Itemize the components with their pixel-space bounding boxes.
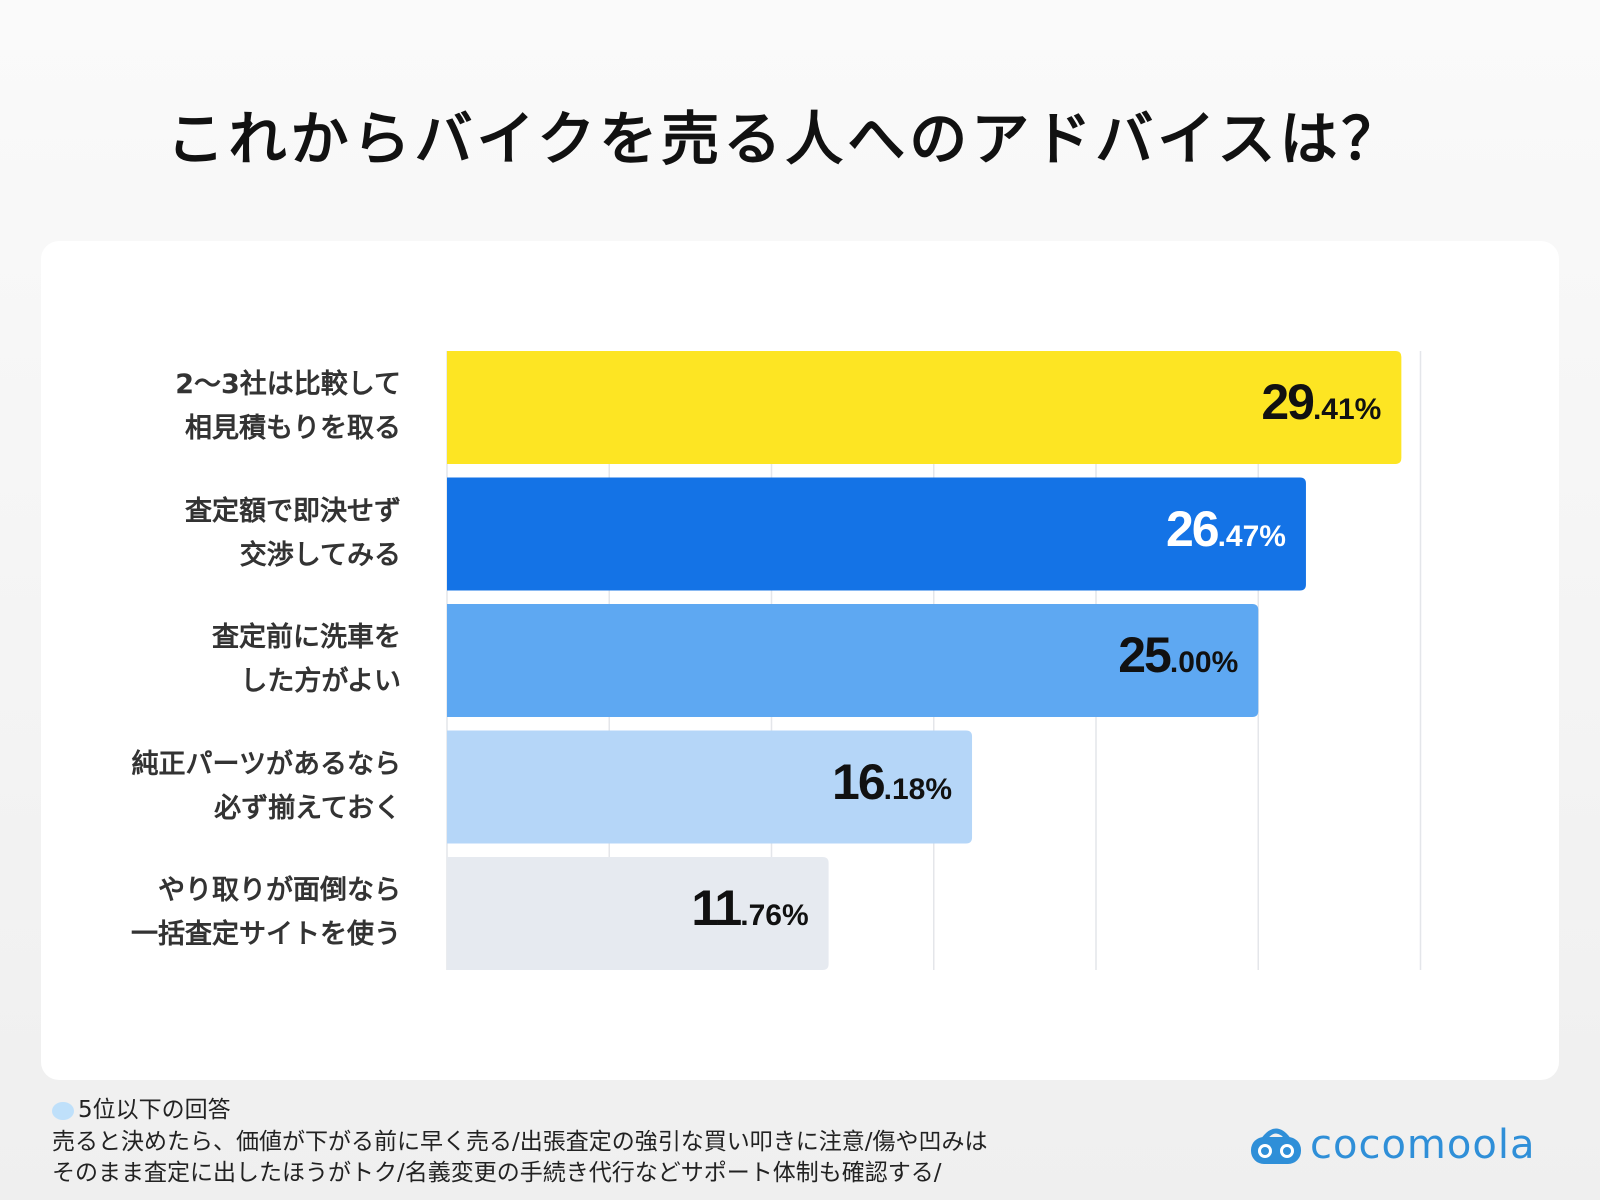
speech-bubble-icon [52,1101,74,1120]
value-label-decimal: .00% [1169,646,1239,679]
category-label-line: 純正パーツがあるなら [131,748,401,780]
logo: cocomoola [1250,1122,1535,1168]
category-label: やり取りが面倒なら一括査定サイトを使う [1,869,401,957]
category-label-line: やり取りが面倒なら [158,875,401,906]
category-label-line: 一括査定サイトを使う [131,919,401,950]
bar [447,857,829,970]
value-label-integer: 16 [832,753,886,810]
bar [447,351,1402,464]
value-label: 25.00% [1118,626,1238,684]
category-label-line: 相見積もりを取る [185,413,401,444]
value-label-integer: 11 [691,880,742,936]
category-label: 2〜3社は比較して相見積もりを取る [1,363,401,451]
bar [447,604,1259,717]
category-label-line: 査定前に洗車を [212,622,401,653]
value-label-decimal: .18% [883,772,953,806]
bar [447,477,1306,591]
logo-icon [1251,1128,1301,1164]
footer-heading: 5位以下の回答 [52,1090,231,1124]
category-label-line: 査定額で即決せず [185,495,401,527]
value-label-integer: 25 [1118,627,1172,683]
value-label-decimal: .47% [1217,519,1286,553]
category-label-line: した方がよい [240,666,401,697]
value-label-integer: 29 [1261,374,1315,430]
footer-line: 売ると決めたら、価値が下がる前に早く売る/出張査定の強引な買い叩きに注意/傷や凹… [52,1129,988,1155]
category-label: 査定前に洗車をした方がよい [1,616,401,704]
category-label: 査定額で即決せず交渉してみる [1,490,401,578]
value-label: 29.41% [1261,373,1381,431]
value-label: 16.18% [832,753,952,811]
logo-text: cocomoola [1310,1122,1536,1168]
value-label-decimal: .76% [740,899,809,932]
value-label: 26.47% [1166,500,1286,558]
bar [447,730,973,844]
category-label: 純正パーツがあるなら必ず揃えておく [1,743,401,831]
value-label-decimal: .41% [1312,393,1382,426]
footer-line: そのまま査定に出したほうがトク/名義変更の手続き代行などサポート体制も確認する/ [52,1160,942,1186]
category-label-line: 必ず揃えておく [214,792,401,824]
value-label-integer: 26 [1165,500,1220,557]
category-label-line: 交渉してみる [239,539,401,571]
category-label-line: 2〜3社は比較して [175,369,401,400]
value-label: 11.76% [691,879,808,937]
chart-title: これからバイクを売る人へのアドバイスは？ [166,105,1404,173]
